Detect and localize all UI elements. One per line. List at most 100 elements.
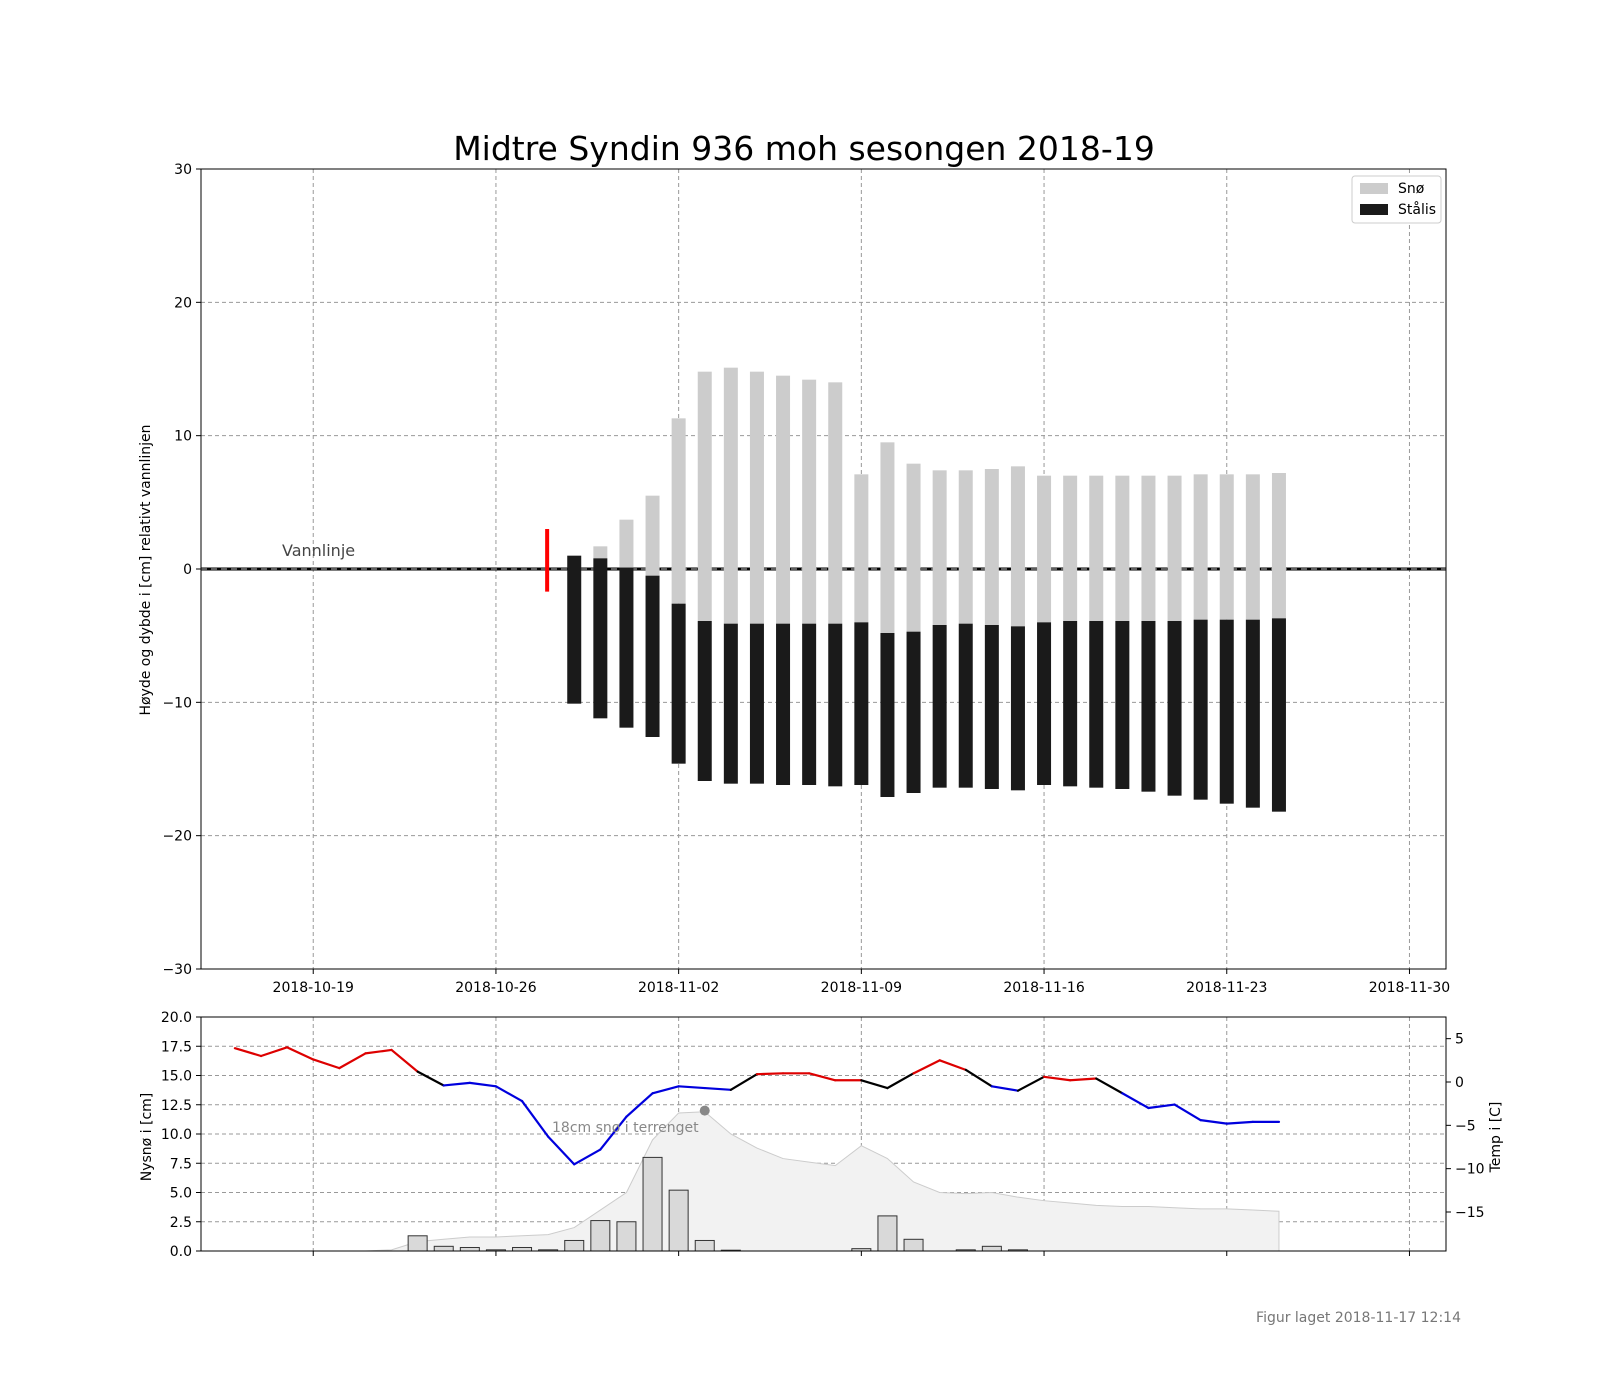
new-snow-bar [877,1215,898,1252]
bottom-y2tick-label: −15 [1455,1205,1485,1221]
snow-bar [828,382,843,624]
ice-bar [697,621,712,781]
top-ylabel: Høyde og dybde i [cm] relativt vannlinje… [138,424,154,715]
top-ytick-label: −20 [162,829,192,845]
ice-bar [802,623,817,785]
snow-bar [593,546,608,559]
snow-bar [1219,474,1234,620]
bottom-ytick-label: 15.0 [161,1069,192,1085]
legend-label-snow: Snø [1398,181,1425,197]
ice-bar [1141,621,1156,792]
bottom-ytick-label: 7.5 [170,1156,192,1172]
ice-bar [723,623,738,784]
snow-bar [645,495,660,576]
ice-bar [880,633,895,797]
bottom-y2tick-label: −10 [1455,1162,1485,1178]
bottom-plot-terrain-snow [365,1111,1280,1252]
temperature-segment [442,1081,471,1087]
new-snow-bar [694,1239,715,1252]
temperature-segment [990,1085,1020,1092]
bottom-y2tick-label: −5 [1455,1118,1476,1134]
temperature-segment [729,1073,759,1091]
ice-bar [1219,619,1234,804]
ice-bar [1167,621,1182,796]
top-ytick-label: −10 [162,695,192,711]
ice-bar [1089,621,1104,788]
new-snow-bar [433,1245,454,1252]
legend-label-ice: Stålis [1398,201,1436,218]
temperature-segment [1225,1120,1254,1125]
top-ytick-label: −30 [162,962,192,978]
temperature-segment [1095,1077,1124,1095]
temperature-segment [677,1085,706,1090]
snow-bar [1010,466,1025,627]
temperature-segment [912,1059,941,1075]
temperature-segment [808,1072,837,1082]
top-ytick-label: 0 [183,562,192,578]
ice-bar [593,558,608,719]
new-snow-bar [564,1239,585,1252]
ice-bar [1245,619,1260,808]
temperature-segment [755,1072,785,1076]
temperature-segment [390,1048,419,1073]
legend-swatch-snow [1360,183,1388,194]
temperature-segment [494,1085,524,1103]
temperature-segment [964,1068,993,1088]
top-xtick-label: 2018-11-09 [821,980,902,996]
ice-bar [671,603,686,764]
snow-bar [1271,473,1286,619]
temperature-segment [468,1081,498,1088]
temperature-segment [625,1092,654,1118]
snow-bar [854,474,869,623]
temperature-segment [312,1058,341,1070]
ice-bar [958,623,973,788]
new-snow-bar [668,1189,689,1252]
ice-bar [749,623,764,784]
top-ytick-label: 30 [174,162,192,178]
ice-bar [619,567,634,728]
temperature-segment [1069,1077,1098,1082]
bottom-ytick-label: 5.0 [170,1186,192,1202]
terrain-snow-annotation: 18cm snø i terrenget [552,1120,699,1136]
top-xtick-label: 2018-10-26 [455,980,536,996]
temperature-segment [573,1148,602,1166]
temperature-segment [259,1046,289,1058]
snow-bar [880,442,895,633]
bottom-y2label: Temp i [C] [1488,1102,1504,1174]
top-xtick-label: 2018-11-16 [1003,980,1084,996]
ice-bar [984,625,999,789]
temperature-segment [1173,1103,1202,1122]
bottom-plot-axes: 0.0 2.5 5.0 7.5 10.0 12.5 15.0 17.5 20.0 5 0 −5 −10 −… [161,1010,1485,1260]
temperature-segment [1042,1075,1072,1082]
bottom-ytick-label: 20.0 [161,1010,192,1026]
snow-bar [1193,474,1208,620]
top-xtick-label: 2018-11-23 [1186,980,1267,996]
temperature-segment [651,1085,680,1095]
new-snow-bar [616,1221,637,1252]
ice-bar [776,623,791,785]
temperature-segment [1016,1075,1046,1092]
terrain-snow-area [365,1111,1280,1252]
legend: Snø Stålis [1351,175,1442,224]
ice-bar [645,575,660,737]
temperature-segment [886,1072,915,1090]
snow-bar [802,379,817,624]
bottom-ytick-label: 12.5 [161,1098,192,1114]
terrain-snow-point [699,1105,710,1116]
ice-bar [1115,621,1130,789]
bottom-plot-temperature [233,1046,1281,1166]
new-snow-bar [642,1156,663,1252]
snow-bar [932,470,947,625]
snow-bar [671,418,686,604]
footer-created: Figur laget 2018-11-17 12:14 [1256,1310,1461,1326]
temperature-segment [286,1046,315,1061]
snow-bar [1115,475,1130,621]
snow-bar [906,463,921,632]
ice-bar [1193,619,1208,800]
temperature-segment [938,1059,967,1071]
new-snow-bar [459,1246,480,1252]
legend-swatch-ice [1360,204,1388,215]
bottom-ytick-label: 10.0 [161,1127,192,1143]
temperature-segment [860,1079,889,1090]
